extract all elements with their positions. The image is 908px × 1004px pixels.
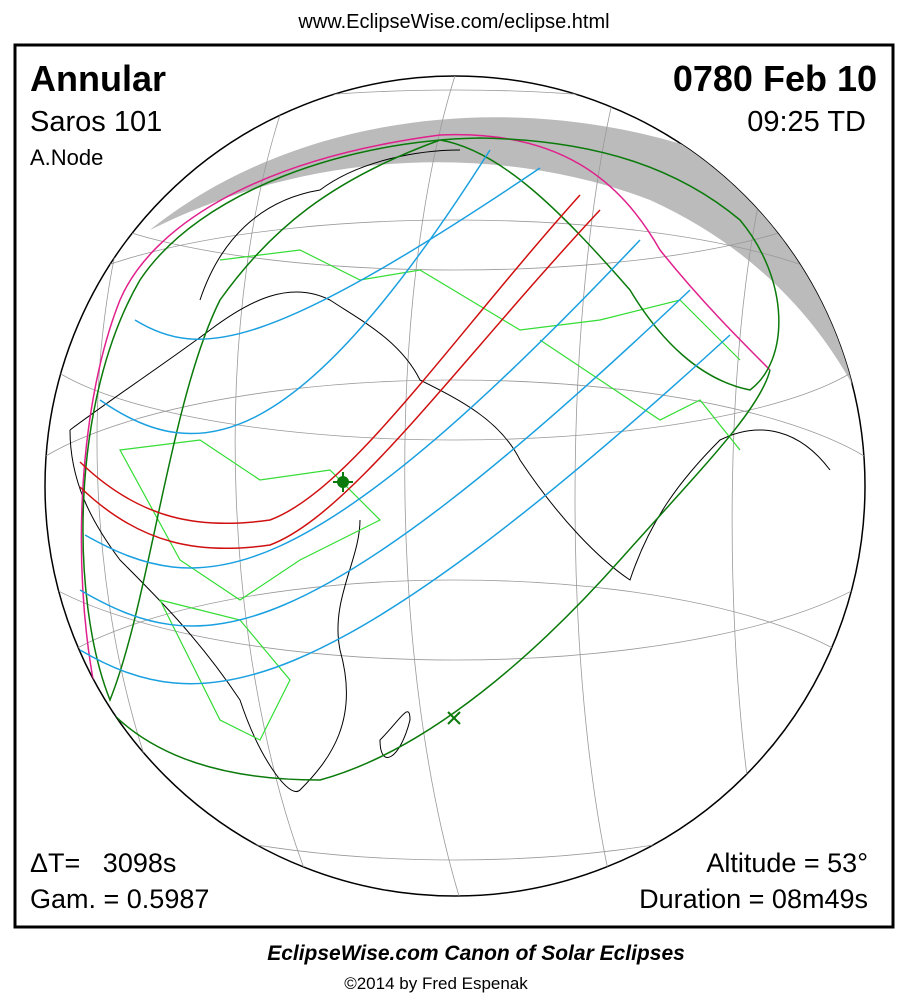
magnitude-curves xyxy=(79,149,731,685)
copyright: ©2014 by Fred Espenak xyxy=(344,974,528,993)
globe xyxy=(44,75,866,897)
url: www.EclipseWise.com/eclipse.html xyxy=(297,11,609,33)
political-borders xyxy=(119,249,741,741)
greatest-eclipse-marker xyxy=(333,472,353,492)
duration: Duration = 08m49s xyxy=(639,884,868,914)
delta-t: ΔT= 3098s xyxy=(30,848,176,878)
penumbra-limit xyxy=(80,133,771,691)
eclipse-time: 09:25 TD xyxy=(747,106,866,138)
greatest-duration-marker xyxy=(447,711,461,725)
eclipse-type: Annular xyxy=(30,58,166,99)
rise-set-curve xyxy=(82,137,780,703)
gamma: Gam. = 0.5987 xyxy=(30,884,209,914)
altitude: Altitude = 53° xyxy=(706,848,868,878)
coastlines xyxy=(69,149,831,792)
graticule xyxy=(45,76,865,896)
footer-title: EclipseWise.com Canon of Solar Eclipses xyxy=(267,942,685,965)
southern-limit xyxy=(99,369,771,781)
central-path xyxy=(79,194,601,550)
node: A.Node xyxy=(30,145,103,170)
saros: Saros 101 xyxy=(30,106,162,138)
eclipse-date: 0780 Feb 10 xyxy=(673,58,877,99)
night-region xyxy=(150,117,865,420)
